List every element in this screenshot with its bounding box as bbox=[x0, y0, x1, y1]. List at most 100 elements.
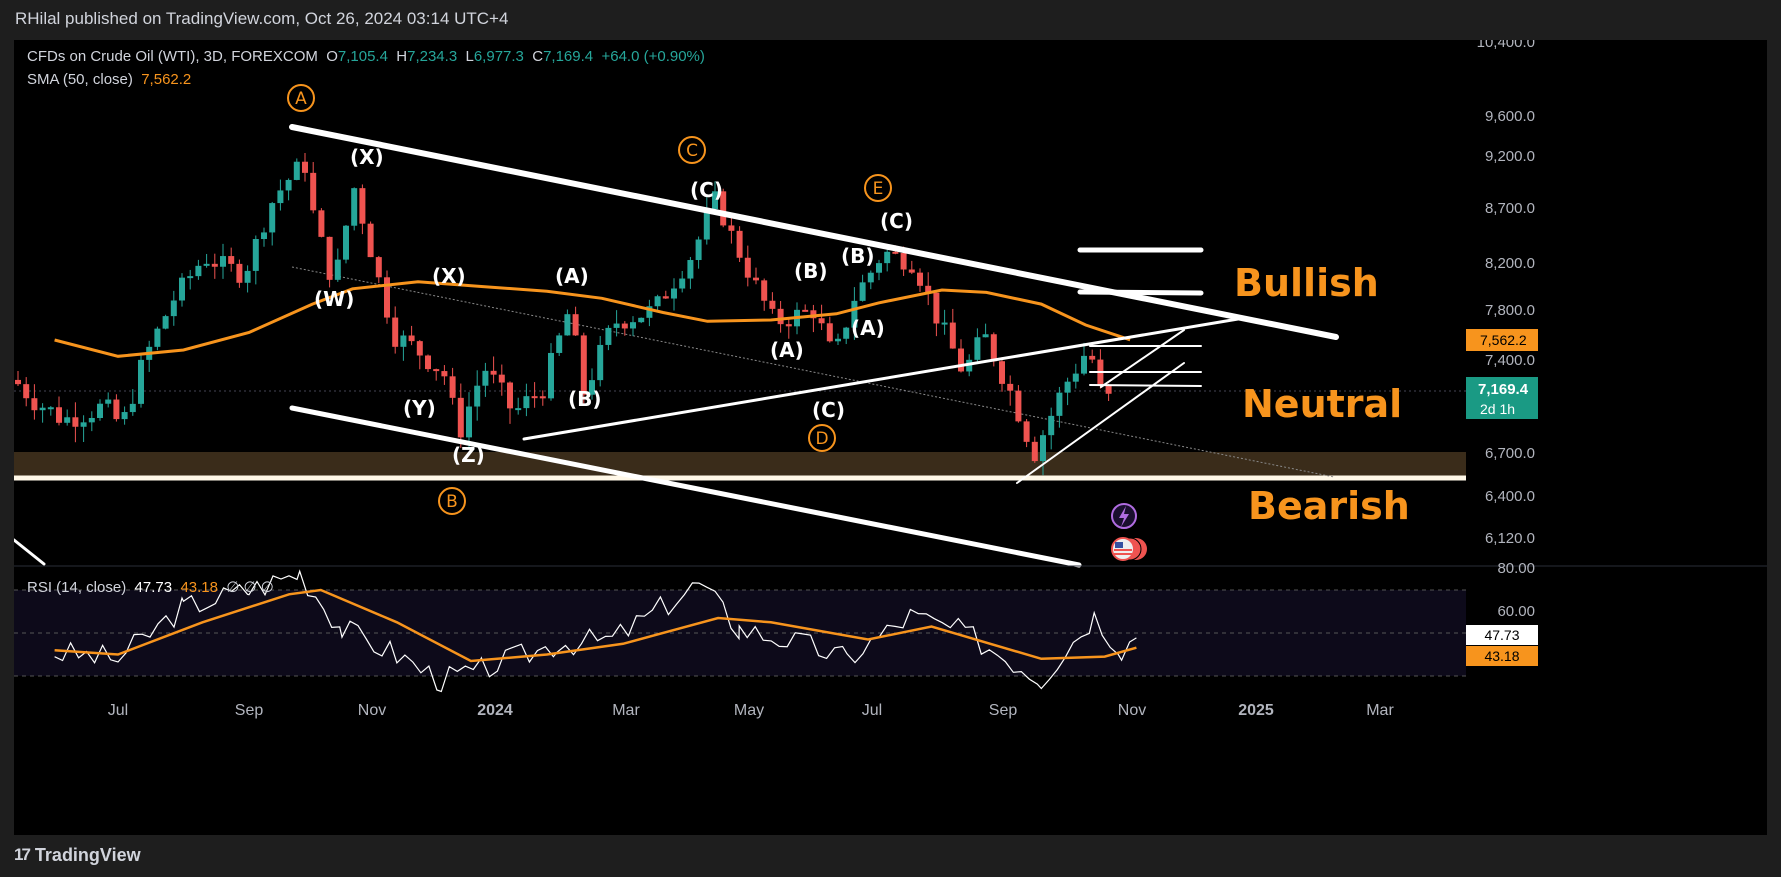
candle-body bbox=[1023, 421, 1030, 442]
candle-body bbox=[761, 280, 768, 301]
candle-body bbox=[384, 277, 390, 318]
candle-body bbox=[466, 406, 472, 438]
candle-body bbox=[564, 314, 571, 336]
candle-body bbox=[613, 323, 620, 328]
candle-body bbox=[687, 260, 694, 279]
price-tick-label: 9,600.0 bbox=[1485, 108, 1535, 125]
candle-body bbox=[744, 257, 751, 278]
close-value: 7,169.4 bbox=[543, 48, 594, 65]
candle-body bbox=[97, 403, 103, 418]
countdown-label: 2d 1h bbox=[1480, 401, 1515, 417]
candle-body bbox=[1056, 392, 1063, 416]
candle-body bbox=[154, 328, 161, 347]
wave-labels: (X)(W)(X)(Y)(Z)(A)(B)(C)(A)(B)(A)(B)(C)(… bbox=[287, 84, 1410, 528]
candle-body bbox=[785, 324, 792, 327]
circled-wave-label: D bbox=[815, 429, 828, 449]
zone-label-bullish: Bullish bbox=[1234, 261, 1379, 305]
time-tick-label: Mar bbox=[612, 702, 640, 719]
time-tick-label: Jul bbox=[862, 702, 882, 719]
trendline bbox=[289, 124, 1339, 340]
price-tick-label: 6,400.0 bbox=[1485, 488, 1535, 505]
candle-body bbox=[876, 263, 882, 273]
trendline bbox=[522, 316, 1246, 441]
time-tick-label: May bbox=[734, 702, 764, 719]
candle-body bbox=[769, 300, 776, 309]
candle-body bbox=[129, 403, 136, 413]
candle-body bbox=[72, 417, 79, 427]
candle-body bbox=[367, 223, 374, 258]
rsi-ma-badge: 43.18 bbox=[1484, 648, 1519, 664]
candle-body bbox=[720, 191, 727, 226]
candle-body bbox=[572, 314, 579, 336]
candle-body bbox=[408, 335, 415, 342]
wave-label: (X) bbox=[432, 264, 466, 288]
candle-body bbox=[416, 341, 423, 356]
candle-body bbox=[1031, 441, 1038, 462]
candle-body bbox=[605, 327, 612, 345]
candle-body bbox=[113, 399, 120, 420]
candle-body bbox=[88, 417, 95, 423]
lightning-glyph bbox=[1119, 506, 1129, 527]
time-tick-label: Nov bbox=[358, 702, 386, 719]
candle-body bbox=[47, 407, 54, 410]
rsi-tick-label: 60.00 bbox=[1497, 603, 1535, 620]
price-tick-label: 6,700.0 bbox=[1485, 445, 1535, 462]
low-value: 6,977.3 bbox=[473, 48, 524, 65]
rsi-value-badge: 47.73 bbox=[1484, 627, 1519, 643]
trendline bbox=[1089, 384, 1202, 387]
rsi-panel: 80.00 60.00 47.73 43.18 bbox=[14, 560, 1767, 693]
candle-body bbox=[1064, 381, 1071, 393]
price-axis: 10,400.0 9,600.0 9,200.0 8,700.0 8,200.0 7,80… bbox=[1466, 40, 1538, 547]
candle-body bbox=[900, 252, 907, 270]
price-chart[interactable]: (X)(W)(X)(Y)(Z)(A)(B)(C)(A)(B)(A)(B)(C)(… bbox=[14, 40, 1767, 835]
candle-body bbox=[261, 232, 267, 240]
sma-label: SMA (50, close) bbox=[27, 71, 133, 88]
wave-label: (A) bbox=[555, 264, 589, 288]
wave-label: (W) bbox=[314, 287, 354, 311]
candle-body bbox=[859, 282, 866, 301]
candle-body bbox=[1072, 373, 1079, 382]
candle-body bbox=[851, 300, 858, 328]
candle-body bbox=[671, 288, 677, 299]
candle-body bbox=[531, 396, 538, 399]
candle-body bbox=[539, 396, 546, 399]
event-icons bbox=[1111, 503, 1147, 561]
candle-body bbox=[999, 361, 1005, 384]
candle-body bbox=[1081, 355, 1087, 374]
price-tick-label: 9,200.0 bbox=[1485, 148, 1535, 165]
wave-label: (Y) bbox=[403, 396, 436, 420]
candle-body bbox=[203, 263, 210, 266]
wave-label: (X) bbox=[350, 145, 384, 169]
sma-legend[interactable]: SMA (50, close) 7,562.2 bbox=[27, 71, 191, 88]
symbol-name: CFDs on Crude Oil (WTI), 3D, FOREXCOM bbox=[27, 48, 318, 65]
candle-body bbox=[179, 277, 185, 301]
tradingview-footer[interactable]: 17 TradingView bbox=[14, 843, 141, 867]
candle-body bbox=[490, 370, 497, 375]
candle-body bbox=[507, 382, 513, 409]
rsi-value: 47.73 bbox=[134, 579, 173, 596]
time-tick-label: Nov bbox=[1118, 702, 1146, 719]
candle-body bbox=[802, 309, 809, 312]
candle-body bbox=[326, 236, 333, 280]
ohlc-legend: CFDs on Crude Oil (WTI), 3D, FOREXCOM O7… bbox=[27, 48, 705, 65]
candle-body bbox=[638, 317, 645, 323]
wave-circle bbox=[678, 136, 706, 164]
candle-body bbox=[990, 334, 997, 362]
candle-body bbox=[162, 316, 169, 329]
trendline bbox=[289, 405, 1082, 568]
candle-body bbox=[630, 322, 636, 329]
candle-body bbox=[949, 322, 956, 349]
candle-body bbox=[933, 292, 940, 324]
candle-body bbox=[556, 335, 563, 353]
candle-body bbox=[810, 310, 817, 319]
candle-body bbox=[826, 323, 833, 342]
publisher-header: RHilal published on TradingView.com, Oct… bbox=[15, 9, 509, 28]
candle-body bbox=[646, 306, 653, 318]
rsi-legend[interactable]: RSI (14, close) 47.73 43.18 ∅ ∅ ∅ bbox=[27, 578, 274, 596]
candle-body bbox=[777, 308, 784, 325]
rsi-placeholders: ∅ ∅ ∅ bbox=[226, 579, 274, 596]
center-dotted-line bbox=[291, 266, 1335, 478]
candle-body bbox=[23, 384, 30, 399]
us-flag-canton bbox=[1115, 542, 1123, 548]
candle-body bbox=[80, 422, 87, 427]
